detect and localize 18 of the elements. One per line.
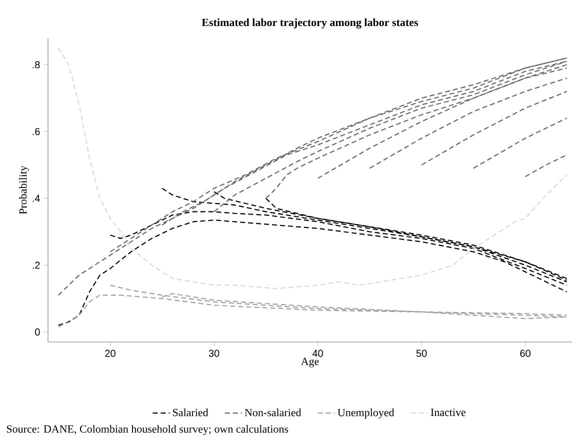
legend-label: Non-salaried xyxy=(244,408,302,416)
x-axis-title: Age xyxy=(300,358,319,368)
x-tick-label: 20 xyxy=(105,350,116,357)
y-tick-label: .4 xyxy=(32,194,40,202)
y-tick-label: .6 xyxy=(32,128,40,136)
x-tick-label: 40 xyxy=(312,350,323,357)
chart-title: Estimated labor trajectory among labor states xyxy=(202,18,418,28)
y-axis-title: Probability xyxy=(19,166,29,214)
legend-label: Unemployed xyxy=(338,408,394,419)
source-note: Source: DANE, Colombian household survey; own calculations xyxy=(6,424,288,435)
x-tick-label: 50 xyxy=(416,350,427,357)
legend-label: Salaried xyxy=(173,408,208,416)
y-tick-label: .2 xyxy=(32,262,40,269)
y-tick-label: 0 xyxy=(35,328,40,336)
legend-label: Inactive xyxy=(430,408,466,416)
x-tick-label: 30 xyxy=(208,350,220,357)
y-tick-label: .8 xyxy=(32,61,40,68)
x-tick-label: 60 xyxy=(520,350,530,357)
